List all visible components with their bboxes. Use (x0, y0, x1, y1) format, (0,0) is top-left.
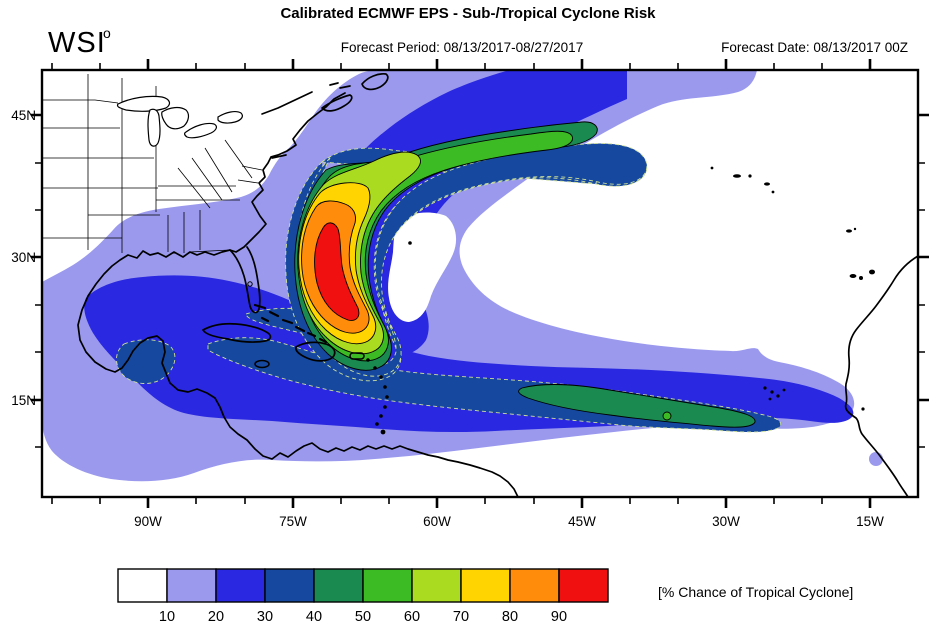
legend-swatch-90 (558, 568, 609, 603)
north-america-coast (77, 92, 519, 498)
legend-swatch-30 (264, 568, 315, 603)
contour-fill-layers (42, 70, 883, 482)
wsi-logo: WSI (48, 27, 106, 59)
jamaica (254, 359, 270, 369)
florida-coast (229, 246, 261, 314)
legend-value-30: 30 (257, 609, 273, 625)
coastlines (42, 73, 919, 498)
contour-30pct-yucatan (116, 339, 176, 384)
color-legend: 10 20 30 40 50 60 70 80 90 [% Chance of … (117, 568, 853, 625)
legend-value-20: 20 (208, 609, 224, 625)
wsi-logo-degree: o (103, 25, 111, 41)
legend-swatch-40 (313, 568, 364, 603)
africa-coast (844, 255, 919, 498)
contour-10pct-africa-blob (869, 452, 883, 466)
legend-swatch-0 (117, 568, 168, 603)
lake-okeechobee (247, 281, 253, 287)
legend-swatch-10 (166, 568, 217, 603)
minor-ticks (35, 63, 925, 504)
legend-title: [% Chance of Tropical Cyclone] (658, 584, 853, 600)
puerto-rico (349, 352, 365, 360)
legend-swatch-70 (460, 568, 511, 603)
legend-swatch-50 (362, 568, 413, 603)
canada-coast (261, 91, 313, 115)
page-title: Calibrated ECMWF EPS - Sub-/Tropical Cyc… (280, 5, 656, 22)
anticosti-island (329, 82, 339, 86)
africa-coastal-island (861, 407, 865, 411)
lat-label-45n: 45N (11, 108, 36, 123)
legend-swatches (117, 568, 609, 603)
legend-swatch-60 (411, 568, 462, 603)
contour-50pct-tropical-core (662, 411, 672, 421)
lon-label-30w: 30W (712, 514, 740, 529)
forecast-date-label: Forecast Date: 08/13/2017 00Z (721, 40, 908, 55)
legend-value-40: 40 (306, 609, 322, 625)
legend-value-60: 60 (404, 609, 420, 625)
hispaniola-coast (295, 341, 336, 362)
legend-value-80: 80 (502, 609, 518, 625)
prince-edward-island (339, 85, 351, 89)
legend-value-70: 70 (453, 609, 469, 625)
lake-superior (116, 95, 171, 112)
contour-40pct-tropical (518, 383, 756, 428)
legend-value-50: 50 (355, 609, 371, 625)
bermuda-island (408, 241, 412, 245)
forecast-period-label: Forecast Period: 08/13/2017-08/27/2017 (341, 40, 583, 55)
legend-swatch-80 (509, 568, 560, 603)
nova-scotia (321, 94, 353, 112)
lat-label-30n: 30N (11, 250, 36, 265)
lat-label-15n: 15N (11, 393, 36, 408)
major-ticks (31, 59, 929, 508)
lon-label-75w: 75W (279, 514, 307, 529)
legend-values: 10 20 30 40 50 60 70 80 90 (159, 609, 567, 625)
legend-swatch-20 (215, 568, 266, 603)
newfoundland (361, 73, 389, 91)
contour-sub10-hole (388, 212, 457, 322)
lake-erie (184, 122, 217, 139)
lake-huron (161, 106, 190, 130)
lesser-antilles-islands (366, 358, 389, 435)
canary-islands (849, 269, 875, 280)
lon-label-15w: 15W (856, 514, 884, 529)
contour-90pct (314, 222, 360, 321)
great-lakes (116, 95, 243, 147)
lon-label-90w: 90W (134, 514, 162, 529)
cuba-coast (202, 322, 272, 343)
legend-value-10: 10 (159, 609, 175, 625)
map-border (40, 68, 920, 499)
legend-value-90: 90 (551, 609, 567, 625)
lake-ontario (217, 111, 243, 124)
lon-label-45w: 45W (568, 514, 596, 529)
long-island (271, 154, 287, 159)
bahamas-islands (253, 303, 328, 344)
azores-islands (710, 166, 775, 194)
lon-label-60w: 60W (423, 514, 451, 529)
cape-verde-islands (763, 386, 786, 401)
map-axes: 45N 30N 15N 90W 75W 60W 45W 30W 15W (11, 59, 929, 529)
lake-michigan (147, 108, 161, 147)
madeira-islands (846, 227, 857, 233)
